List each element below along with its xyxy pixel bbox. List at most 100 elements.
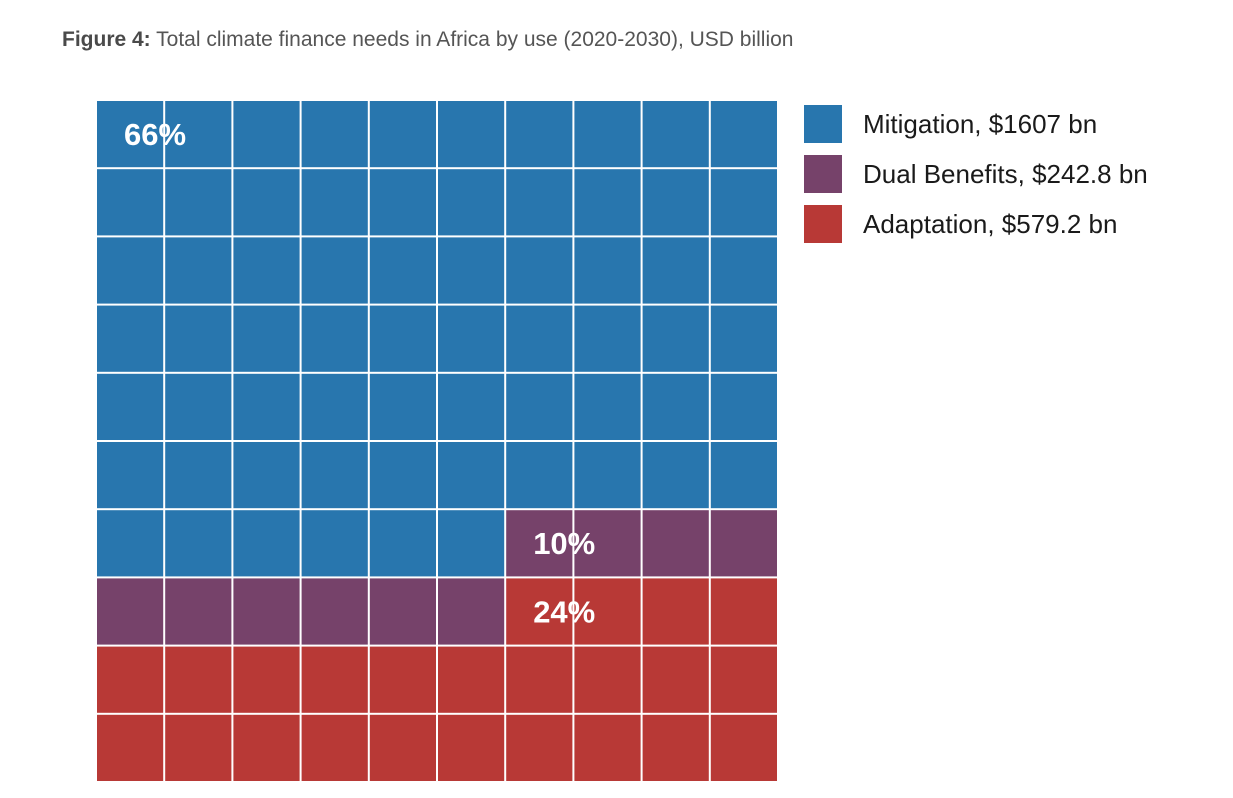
waffle-cell-mitigation	[710, 237, 777, 304]
waffle-cell-mitigation	[506, 305, 573, 372]
waffle-cell-adaptation	[165, 714, 232, 781]
figure-caption: Figure 4: Total climate finance needs in…	[62, 28, 793, 52]
waffle-cell-mitigation	[233, 442, 300, 509]
waffle-cell-dual-benefits	[506, 510, 573, 577]
legend-item-dual-benefits: Dual Benefits, $242.8 bn	[804, 154, 1148, 194]
waffle-cell-dual-benefits	[438, 578, 505, 645]
waffle-cell-mitigation	[97, 237, 164, 304]
waffle-cell-mitigation	[369, 442, 436, 509]
waffle-cell-mitigation	[710, 169, 777, 236]
waffle-cell-mitigation	[369, 101, 436, 168]
waffle-cell-mitigation	[97, 510, 164, 577]
waffle-cell-mitigation	[301, 373, 368, 440]
legend-item-adaptation: Adaptation, $579.2 bn	[804, 204, 1148, 244]
waffle-cell-adaptation	[574, 578, 641, 645]
legend-swatch-adaptation	[804, 205, 842, 243]
waffle-cell-dual-benefits	[369, 578, 436, 645]
waffle-cell-adaptation	[233, 646, 300, 713]
waffle-cell-adaptation	[642, 714, 709, 781]
waffle-cell-adaptation	[710, 578, 777, 645]
legend-label-adaptation: Adaptation, $579.2 bn	[863, 208, 1118, 239]
waffle-cell-mitigation	[506, 442, 573, 509]
waffle-cell-mitigation	[233, 101, 300, 168]
waffle-cell-dual-benefits	[642, 510, 709, 577]
waffle-cell-adaptation	[97, 646, 164, 713]
waffle-cell-mitigation	[369, 510, 436, 577]
waffle-cell-mitigation	[506, 101, 573, 168]
waffle-cell-adaptation	[369, 646, 436, 713]
waffle-cell-dual-benefits	[574, 510, 641, 577]
waffle-cell-adaptation	[506, 578, 573, 645]
data-label-dual-benefits: 10%	[533, 526, 595, 561]
legend-swatch-mitigation	[804, 105, 842, 143]
waffle-cell-mitigation	[301, 305, 368, 372]
waffle-cell-mitigation	[574, 442, 641, 509]
figure-caption-label: Figure 4:	[62, 28, 151, 51]
waffle-cell-mitigation	[710, 101, 777, 168]
waffle-cell-mitigation	[165, 510, 232, 577]
waffle-cell-dual-benefits	[97, 578, 164, 645]
waffle-cell-mitigation	[165, 442, 232, 509]
waffle-cell-adaptation	[438, 646, 505, 713]
waffle-cell-mitigation	[574, 237, 641, 304]
waffle-cell-mitigation	[438, 305, 505, 372]
waffle-cell-dual-benefits	[233, 578, 300, 645]
waffle-cell-mitigation	[642, 442, 709, 509]
waffle-cell-mitigation	[506, 373, 573, 440]
waffle-cell-mitigation	[97, 373, 164, 440]
waffle-cell-mitigation	[233, 305, 300, 372]
waffle-cell-adaptation	[642, 646, 709, 713]
legend-label-dual-benefits: Dual Benefits, $242.8 bn	[863, 158, 1148, 189]
waffle-cell-mitigation	[301, 101, 368, 168]
waffle-cell-adaptation	[574, 714, 641, 781]
waffle-cell-mitigation	[574, 373, 641, 440]
legend-swatch-dual-benefits	[804, 155, 842, 193]
data-label-mitigation: 66%	[124, 117, 186, 152]
waffle-cell-mitigation	[438, 101, 505, 168]
waffle-cell-mitigation	[369, 169, 436, 236]
waffle-cell-mitigation	[574, 169, 641, 236]
waffle-cell-mitigation	[165, 237, 232, 304]
waffle-cell-mitigation	[438, 442, 505, 509]
waffle-cell-adaptation	[438, 714, 505, 781]
waffle-cell-adaptation	[710, 646, 777, 713]
waffle-cell-mitigation	[233, 510, 300, 577]
waffle-cell-mitigation	[506, 169, 573, 236]
waffle-chart: 66% 10% 24%	[96, 100, 778, 782]
waffle-cell-adaptation	[369, 714, 436, 781]
waffle-cell-mitigation	[438, 169, 505, 236]
waffle-cell-mitigation	[301, 442, 368, 509]
waffle-cell-adaptation	[97, 714, 164, 781]
waffle-cell-dual-benefits	[165, 578, 232, 645]
figure-caption-text: Total climate finance needs in Africa by…	[150, 28, 794, 51]
waffle-cell-mitigation	[642, 169, 709, 236]
waffle-cell-mitigation	[233, 237, 300, 304]
waffle-cell-adaptation	[642, 578, 709, 645]
waffle-cell-mitigation	[369, 373, 436, 440]
waffle-cell-mitigation	[710, 305, 777, 372]
waffle-cell-mitigation	[301, 169, 368, 236]
waffle-cell-mitigation	[642, 305, 709, 372]
waffle-cell-mitigation	[438, 373, 505, 440]
data-label-adaptation: 24%	[533, 594, 595, 629]
waffle-cell-adaptation	[233, 714, 300, 781]
waffle-cell-dual-benefits	[710, 510, 777, 577]
waffle-chart-svg: 66% 10% 24%	[97, 101, 777, 781]
waffle-cell-mitigation	[574, 101, 641, 168]
waffle-cell-mitigation	[369, 237, 436, 304]
waffle-cell-mitigation	[97, 101, 164, 168]
waffle-cell-mitigation	[301, 237, 368, 304]
waffle-cell-adaptation	[301, 646, 368, 713]
waffle-cell-adaptation	[165, 646, 232, 713]
waffle-cell-mitigation	[642, 101, 709, 168]
waffle-cell-adaptation	[506, 646, 573, 713]
waffle-cell-dual-benefits	[301, 578, 368, 645]
waffle-cell-mitigation	[97, 305, 164, 372]
waffle-cell-mitigation	[438, 237, 505, 304]
waffle-cell-adaptation	[506, 714, 573, 781]
waffle-cell-adaptation	[710, 714, 777, 781]
legend-item-mitigation: Mitigation, $1607 bn	[804, 104, 1148, 144]
waffle-cell-mitigation	[233, 169, 300, 236]
waffle-cell-adaptation	[574, 646, 641, 713]
waffle-cell-mitigation	[710, 373, 777, 440]
